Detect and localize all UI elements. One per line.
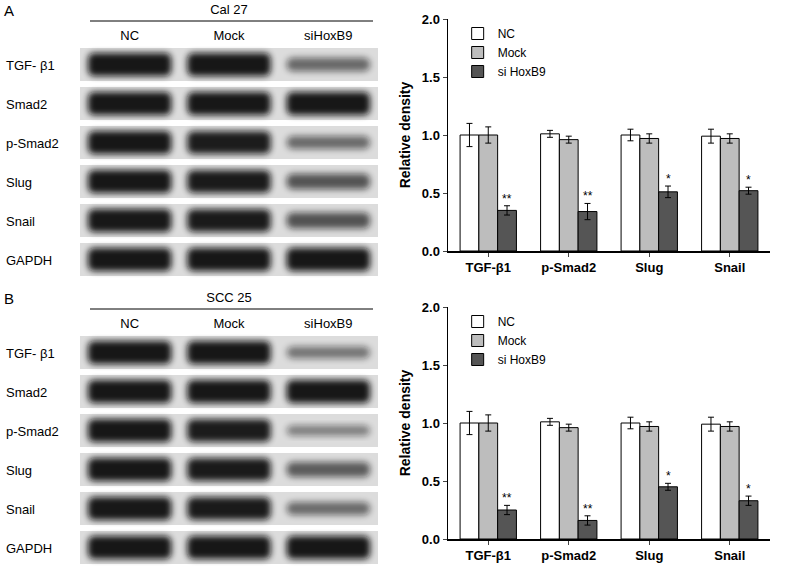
svg-text:Snail: Snail bbox=[714, 260, 745, 275]
svg-text:Mock: Mock bbox=[498, 334, 528, 348]
svg-text:NC: NC bbox=[120, 28, 139, 43]
svg-text:Mock: Mock bbox=[213, 28, 245, 43]
svg-text:p-Smad2: p-Smad2 bbox=[6, 136, 59, 151]
svg-text:NC: NC bbox=[498, 27, 516, 41]
svg-text:*: * bbox=[746, 482, 751, 496]
svg-text:siHoxB9: siHoxB9 bbox=[304, 316, 352, 331]
svg-text:B: B bbox=[4, 290, 14, 307]
svg-text:*: * bbox=[746, 173, 751, 187]
svg-text:A: A bbox=[4, 2, 14, 19]
svg-text:1.5: 1.5 bbox=[422, 70, 440, 85]
svg-text:p-Smad2: p-Smad2 bbox=[6, 424, 59, 439]
svg-text:**: ** bbox=[583, 189, 593, 203]
svg-text:NC: NC bbox=[498, 315, 516, 329]
svg-text:**: ** bbox=[583, 502, 593, 516]
svg-text:NC: NC bbox=[120, 316, 139, 331]
svg-text:0.5: 0.5 bbox=[422, 474, 440, 489]
svg-text:1.0: 1.0 bbox=[422, 128, 440, 143]
svg-text:Slug: Slug bbox=[635, 260, 663, 275]
svg-text:GAPDH: GAPDH bbox=[6, 541, 52, 556]
svg-text:p-Smad2: p-Smad2 bbox=[541, 548, 596, 563]
svg-text:1.0: 1.0 bbox=[422, 416, 440, 431]
svg-text:p-Smad2: p-Smad2 bbox=[541, 260, 596, 275]
svg-text:Snail: Snail bbox=[6, 502, 35, 517]
svg-text:si HoxB9: si HoxB9 bbox=[498, 353, 546, 367]
svg-text:Slug: Slug bbox=[6, 175, 32, 190]
svg-text:*: * bbox=[666, 469, 671, 483]
svg-text:Smad2: Smad2 bbox=[6, 385, 47, 400]
svg-text:Relative density: Relative density bbox=[397, 81, 413, 188]
svg-text:TGF-β1: TGF-β1 bbox=[466, 260, 512, 275]
svg-text:*: * bbox=[666, 172, 671, 186]
svg-text:**: ** bbox=[502, 491, 512, 505]
svg-text:Relative density: Relative density bbox=[397, 369, 413, 476]
svg-text:Mock: Mock bbox=[498, 46, 528, 60]
svg-text:si HoxB9: si HoxB9 bbox=[498, 65, 546, 79]
svg-text:TGF- β1: TGF- β1 bbox=[6, 58, 55, 73]
svg-text:Slug: Slug bbox=[635, 548, 663, 563]
svg-text:Mock: Mock bbox=[213, 316, 245, 331]
svg-text:Slug: Slug bbox=[6, 463, 32, 478]
svg-text:Snail: Snail bbox=[6, 214, 35, 229]
svg-text:2.0: 2.0 bbox=[422, 300, 440, 315]
svg-text:0.0: 0.0 bbox=[422, 532, 440, 547]
svg-text:0.5: 0.5 bbox=[422, 186, 440, 201]
svg-text:Smad2: Smad2 bbox=[6, 97, 47, 112]
svg-text:Cal 27: Cal 27 bbox=[210, 2, 248, 17]
svg-text:TGF- β1: TGF- β1 bbox=[6, 346, 55, 361]
svg-text:TGF-β1: TGF-β1 bbox=[466, 548, 512, 563]
svg-text:**: ** bbox=[502, 192, 512, 206]
svg-text:2.0: 2.0 bbox=[422, 12, 440, 27]
svg-text:Snail: Snail bbox=[714, 548, 745, 563]
svg-text:SCC 25: SCC 25 bbox=[206, 290, 252, 305]
svg-text:0.0: 0.0 bbox=[422, 244, 440, 259]
svg-text:1.5: 1.5 bbox=[422, 358, 440, 373]
svg-text:GAPDH: GAPDH bbox=[6, 253, 52, 268]
svg-text:siHoxB9: siHoxB9 bbox=[304, 28, 352, 43]
